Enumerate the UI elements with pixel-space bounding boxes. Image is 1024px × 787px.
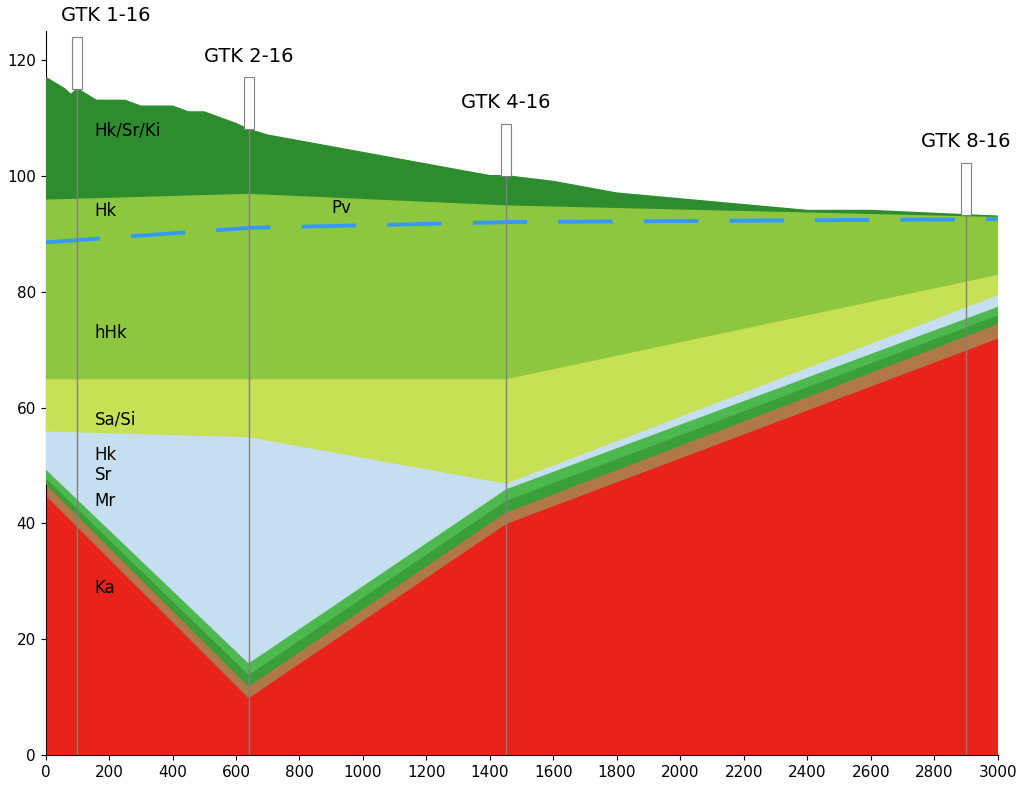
Text: Pv: Pv bbox=[331, 199, 351, 217]
Polygon shape bbox=[45, 323, 997, 697]
Bar bbox=[501, 124, 511, 176]
Polygon shape bbox=[45, 338, 997, 756]
Bar bbox=[73, 36, 82, 89]
Text: Mr: Mr bbox=[95, 492, 116, 510]
Text: Hk: Hk bbox=[95, 445, 117, 464]
Text: GTK 1-16: GTK 1-16 bbox=[61, 6, 151, 25]
Polygon shape bbox=[45, 294, 997, 663]
Polygon shape bbox=[45, 306, 997, 674]
Text: GTK 4-16: GTK 4-16 bbox=[461, 93, 551, 112]
Text: Sa/Si: Sa/Si bbox=[95, 411, 136, 429]
Text: GTK 2-16: GTK 2-16 bbox=[204, 46, 294, 65]
Polygon shape bbox=[45, 193, 997, 379]
Text: Sr: Sr bbox=[95, 466, 112, 484]
Text: Hk: Hk bbox=[95, 202, 117, 220]
Polygon shape bbox=[45, 77, 997, 216]
Bar bbox=[961, 163, 971, 215]
Bar bbox=[244, 77, 254, 129]
Text: hHk: hHk bbox=[95, 324, 128, 342]
Text: Hk/Sr/Ki: Hk/Sr/Ki bbox=[95, 121, 161, 139]
Text: Ka: Ka bbox=[95, 579, 116, 597]
Text: GTK 8-16: GTK 8-16 bbox=[922, 132, 1011, 151]
Polygon shape bbox=[45, 274, 997, 482]
Polygon shape bbox=[45, 315, 997, 685]
